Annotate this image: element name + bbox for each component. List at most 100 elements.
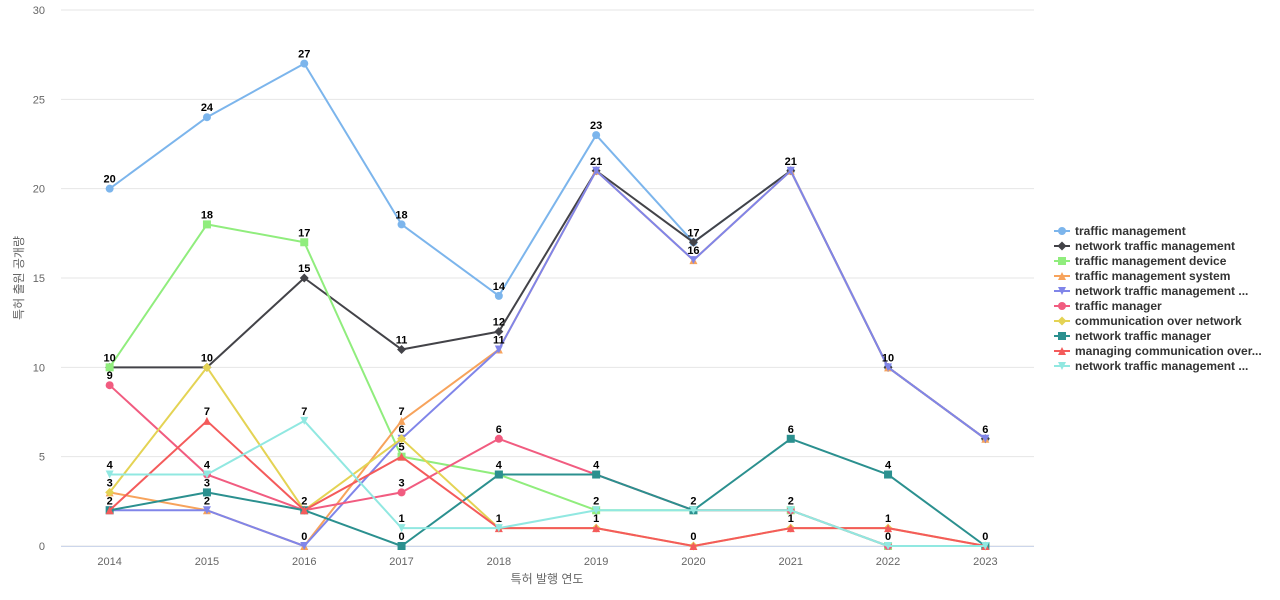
data-point[interactable] bbox=[397, 488, 406, 497]
data-point[interactable] bbox=[592, 506, 601, 515]
legend-item[interactable]: traffic management device bbox=[1054, 254, 1227, 268]
legend-item[interactable]: network traffic management ... bbox=[1054, 359, 1248, 373]
data-point[interactable] bbox=[494, 327, 504, 337]
data-point[interactable] bbox=[202, 470, 211, 479]
y-tick-label: 15 bbox=[33, 273, 45, 285]
data-point[interactable] bbox=[397, 434, 407, 444]
data-point[interactable] bbox=[592, 166, 601, 175]
data-point[interactable] bbox=[786, 166, 795, 175]
data-point[interactable] bbox=[202, 362, 212, 372]
legend-label: traffic management device bbox=[1075, 254, 1227, 268]
data-point[interactable] bbox=[397, 220, 406, 229]
data-point[interactable] bbox=[300, 238, 309, 247]
series-group bbox=[105, 59, 990, 551]
data-point[interactable] bbox=[786, 524, 795, 533]
legend-marker-symbol bbox=[1058, 302, 1066, 310]
legend-marker-symbol bbox=[1058, 347, 1066, 355]
series-line[interactable] bbox=[108, 419, 987, 547]
data-point[interactable] bbox=[688, 237, 698, 247]
data-point[interactable] bbox=[981, 542, 990, 550]
data-point[interactable] bbox=[105, 487, 115, 497]
data-point[interactable] bbox=[689, 542, 698, 550]
data-label: 0 bbox=[398, 531, 404, 543]
legend-item[interactable]: managing communication over... bbox=[1054, 344, 1262, 358]
data-point[interactable] bbox=[494, 345, 503, 354]
series-line[interactable] bbox=[108, 169, 987, 547]
data-point[interactable] bbox=[786, 506, 795, 515]
data-point[interactable] bbox=[300, 416, 309, 425]
y-axis-title: 특허 출원 공개량 bbox=[12, 236, 26, 320]
data-point[interactable] bbox=[592, 131, 601, 140]
legend-marker-symbol bbox=[1058, 227, 1066, 235]
y-tick-label: 10 bbox=[33, 362, 45, 374]
legend-item[interactable]: communication over network bbox=[1054, 314, 1242, 328]
data-label: 18 bbox=[395, 209, 407, 221]
legend-item[interactable]: traffic management bbox=[1054, 224, 1186, 238]
data-point[interactable] bbox=[884, 363, 893, 372]
legend-item[interactable]: traffic manager bbox=[1054, 299, 1162, 313]
data-label: 4 bbox=[107, 460, 114, 472]
data-point[interactable] bbox=[202, 506, 211, 515]
data-label: 1 bbox=[496, 513, 502, 525]
data-label: 11 bbox=[396, 334, 408, 346]
data-point[interactable] bbox=[300, 506, 309, 515]
legend-item[interactable]: network traffic management bbox=[1054, 239, 1235, 253]
data-point[interactable] bbox=[202, 113, 211, 122]
data-label: 27 bbox=[298, 49, 310, 61]
data-point[interactable] bbox=[105, 363, 114, 372]
data-point[interactable] bbox=[397, 524, 406, 533]
data-point[interactable] bbox=[202, 220, 211, 229]
data-point[interactable] bbox=[884, 470, 893, 479]
data-label: 14 bbox=[493, 281, 506, 293]
data-point[interactable] bbox=[884, 542, 893, 550]
x-tick-label: 2019 bbox=[584, 556, 608, 568]
data-point[interactable] bbox=[300, 542, 309, 550]
legend-marker-symbol bbox=[1058, 362, 1066, 370]
data-point[interactable] bbox=[105, 381, 114, 390]
legend-marker-symbol bbox=[1058, 272, 1066, 280]
data-point[interactable] bbox=[592, 524, 601, 533]
data-point[interactable] bbox=[105, 506, 114, 515]
series-3 bbox=[105, 220, 990, 550]
data-label: 6 bbox=[496, 424, 502, 436]
series-line[interactable] bbox=[108, 169, 987, 440]
data-label: 2 bbox=[788, 495, 794, 507]
legend-label: managing communication over... bbox=[1075, 344, 1262, 358]
data-point[interactable] bbox=[689, 506, 698, 515]
data-label: 12 bbox=[493, 317, 505, 329]
data-point[interactable] bbox=[494, 434, 503, 443]
x-tick-label: 2017 bbox=[389, 556, 413, 568]
data-label: 1 bbox=[593, 513, 599, 525]
legend-item[interactable]: traffic management system bbox=[1054, 269, 1230, 283]
data-point[interactable] bbox=[494, 291, 503, 300]
series-line[interactable] bbox=[108, 169, 987, 547]
data-point[interactable] bbox=[592, 470, 601, 479]
data-point[interactable] bbox=[397, 344, 407, 354]
data-point[interactable] bbox=[786, 434, 795, 443]
x-tick-label: 2023 bbox=[973, 556, 997, 568]
data-point[interactable] bbox=[202, 416, 211, 425]
data-label: 21 bbox=[590, 156, 602, 168]
series-line[interactable] bbox=[108, 437, 987, 547]
legend-item[interactable]: network traffic manager bbox=[1054, 329, 1211, 343]
data-point[interactable] bbox=[300, 59, 309, 68]
legend-item[interactable]: network traffic management ... bbox=[1054, 284, 1248, 298]
data-point[interactable] bbox=[494, 524, 503, 533]
data-point[interactable] bbox=[202, 488, 211, 497]
data-point[interactable] bbox=[494, 470, 503, 479]
data-point[interactable] bbox=[397, 542, 406, 550]
x-tick-label: 2016 bbox=[292, 556, 316, 568]
data-point[interactable] bbox=[397, 452, 406, 461]
data-point[interactable] bbox=[689, 256, 698, 265]
data-point[interactable] bbox=[397, 416, 406, 425]
data-point[interactable] bbox=[884, 524, 893, 533]
series-line[interactable] bbox=[108, 419, 987, 547]
data-point[interactable] bbox=[981, 434, 990, 443]
data-point[interactable] bbox=[105, 184, 114, 193]
data-point[interactable] bbox=[299, 273, 309, 283]
data-point[interactable] bbox=[105, 470, 114, 479]
data-label: 10 bbox=[104, 352, 116, 364]
data-label: 2 bbox=[593, 495, 599, 507]
data-label: 0 bbox=[301, 531, 307, 543]
